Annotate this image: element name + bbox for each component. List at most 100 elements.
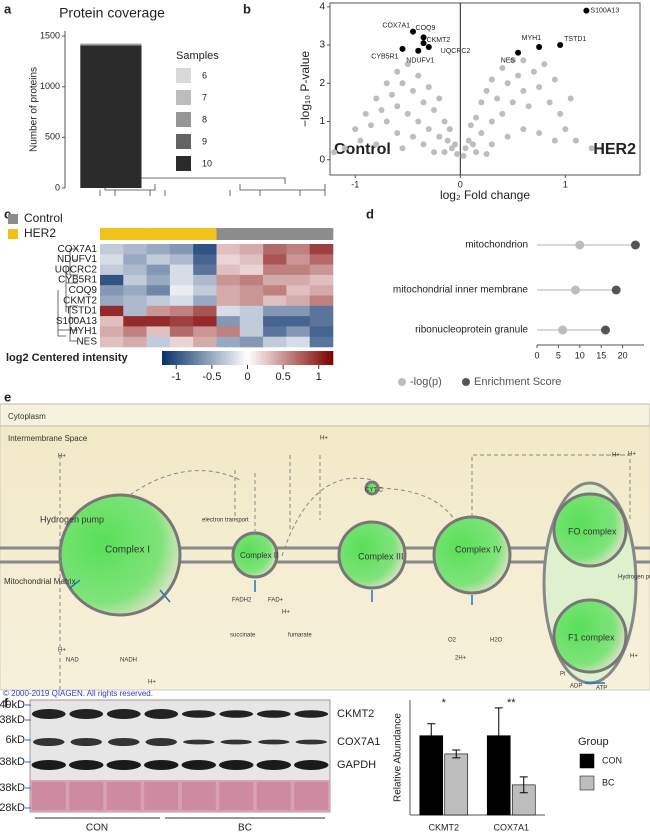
pathway-label: FAD+ [268, 598, 284, 604]
heatmap-cell [263, 295, 287, 307]
point [567, 95, 574, 102]
point [509, 57, 516, 64]
panel-label: e [4, 389, 11, 404]
pathway-label: Complex I [105, 545, 150, 556]
point [373, 95, 380, 102]
heatmap-cell [193, 305, 217, 317]
colorbar-step [278, 351, 282, 365]
heatmap-cell [169, 326, 194, 337]
heatmap-cell [239, 254, 264, 265]
heatmap-cell [193, 285, 217, 296]
heatmap-cell [286, 254, 310, 265]
heatmap-cell [286, 326, 310, 337]
x-tick-label: COX7A1 [493, 822, 529, 832]
point [362, 110, 369, 117]
point [488, 118, 495, 125]
group-bar [239, 228, 264, 240]
highlight-point [536, 43, 543, 50]
band [219, 760, 254, 770]
heatmap-cell [309, 244, 334, 255]
colorbar-step [241, 351, 245, 365]
colorbar-step [261, 351, 265, 365]
colorbar-step [273, 351, 277, 365]
heatmap-cell [123, 244, 147, 255]
group-bar [263, 228, 287, 240]
heatmap-cell [286, 285, 310, 296]
x-tick-label: 0 [458, 179, 463, 189]
heatmap-cell [239, 274, 264, 286]
point [441, 149, 448, 156]
point [536, 129, 543, 136]
complex [552, 598, 628, 674]
heatmap-cell [309, 254, 334, 265]
colorbar-step [313, 351, 317, 365]
panel-label: c [4, 206, 11, 221]
heatmap-cell [169, 264, 194, 276]
heatmap-cell [239, 244, 264, 255]
heatmap-cell [100, 316, 124, 327]
colorbar-step [327, 351, 331, 365]
bar-segment [80, 44, 142, 46]
legend-label: 10 [202, 158, 212, 168]
colorbar-step [201, 351, 206, 365]
legend-swatch [176, 134, 191, 149]
point [588, 145, 595, 152]
heatmap-cell [263, 285, 287, 296]
dot [630, 240, 640, 250]
heatmap-cell [169, 295, 194, 307]
heatmap-cell [309, 316, 334, 327]
heatmap-cell [239, 264, 264, 276]
band [256, 710, 291, 718]
pathway-label: Complex II [240, 551, 278, 560]
heatmap-cell [146, 326, 171, 337]
group-bar [169, 228, 194, 240]
band [183, 739, 215, 745]
point [357, 137, 364, 144]
heatmap-cell [239, 305, 264, 317]
row-dendrogram [57, 248, 78, 342]
point [483, 150, 490, 157]
group-bar [286, 228, 310, 240]
x-tick-label: CKMT2 [428, 822, 459, 832]
pathway-label: NADH [120, 658, 137, 664]
colorbar-step [256, 351, 260, 365]
y-tick-label: 0 [319, 154, 325, 165]
point [331, 149, 338, 156]
plot-frame [329, 2, 641, 176]
point [394, 68, 401, 75]
point [473, 114, 480, 121]
point [504, 133, 511, 140]
band [33, 738, 65, 746]
pathway-label: succinate [230, 633, 256, 639]
colorbar-step [270, 351, 274, 365]
heatmap-cell [146, 305, 171, 317]
heatmap-cell [263, 336, 287, 348]
ponceau-lane [144, 782, 179, 810]
colorbar-tick-label: 0.5 [275, 371, 290, 383]
heatmap-cell [286, 274, 310, 286]
point [420, 141, 427, 148]
row-label: UQCRC2 [55, 264, 98, 275]
row-label: MYH1 [69, 326, 97, 337]
ponceau-lane [106, 782, 141, 810]
heatmap-cell [263, 305, 287, 317]
point [469, 141, 476, 148]
point [478, 99, 485, 106]
heatmap-cell [309, 336, 334, 348]
point [488, 76, 495, 83]
dot [575, 240, 585, 250]
point [465, 137, 472, 144]
pathway-label: 2H+ [455, 656, 467, 662]
colorbar-step [287, 351, 291, 365]
point [488, 141, 495, 148]
heatmap-cell [100, 336, 124, 348]
point-label: NES [501, 58, 516, 65]
heatmap-cell [100, 305, 124, 317]
panel-label: b [243, 1, 251, 16]
error-bar [519, 776, 528, 794]
point [473, 149, 480, 156]
colorbar-step [295, 351, 300, 365]
legend-label: -log(p) [410, 376, 442, 388]
heatmap-cell [216, 274, 241, 286]
significance: ** [507, 697, 516, 709]
